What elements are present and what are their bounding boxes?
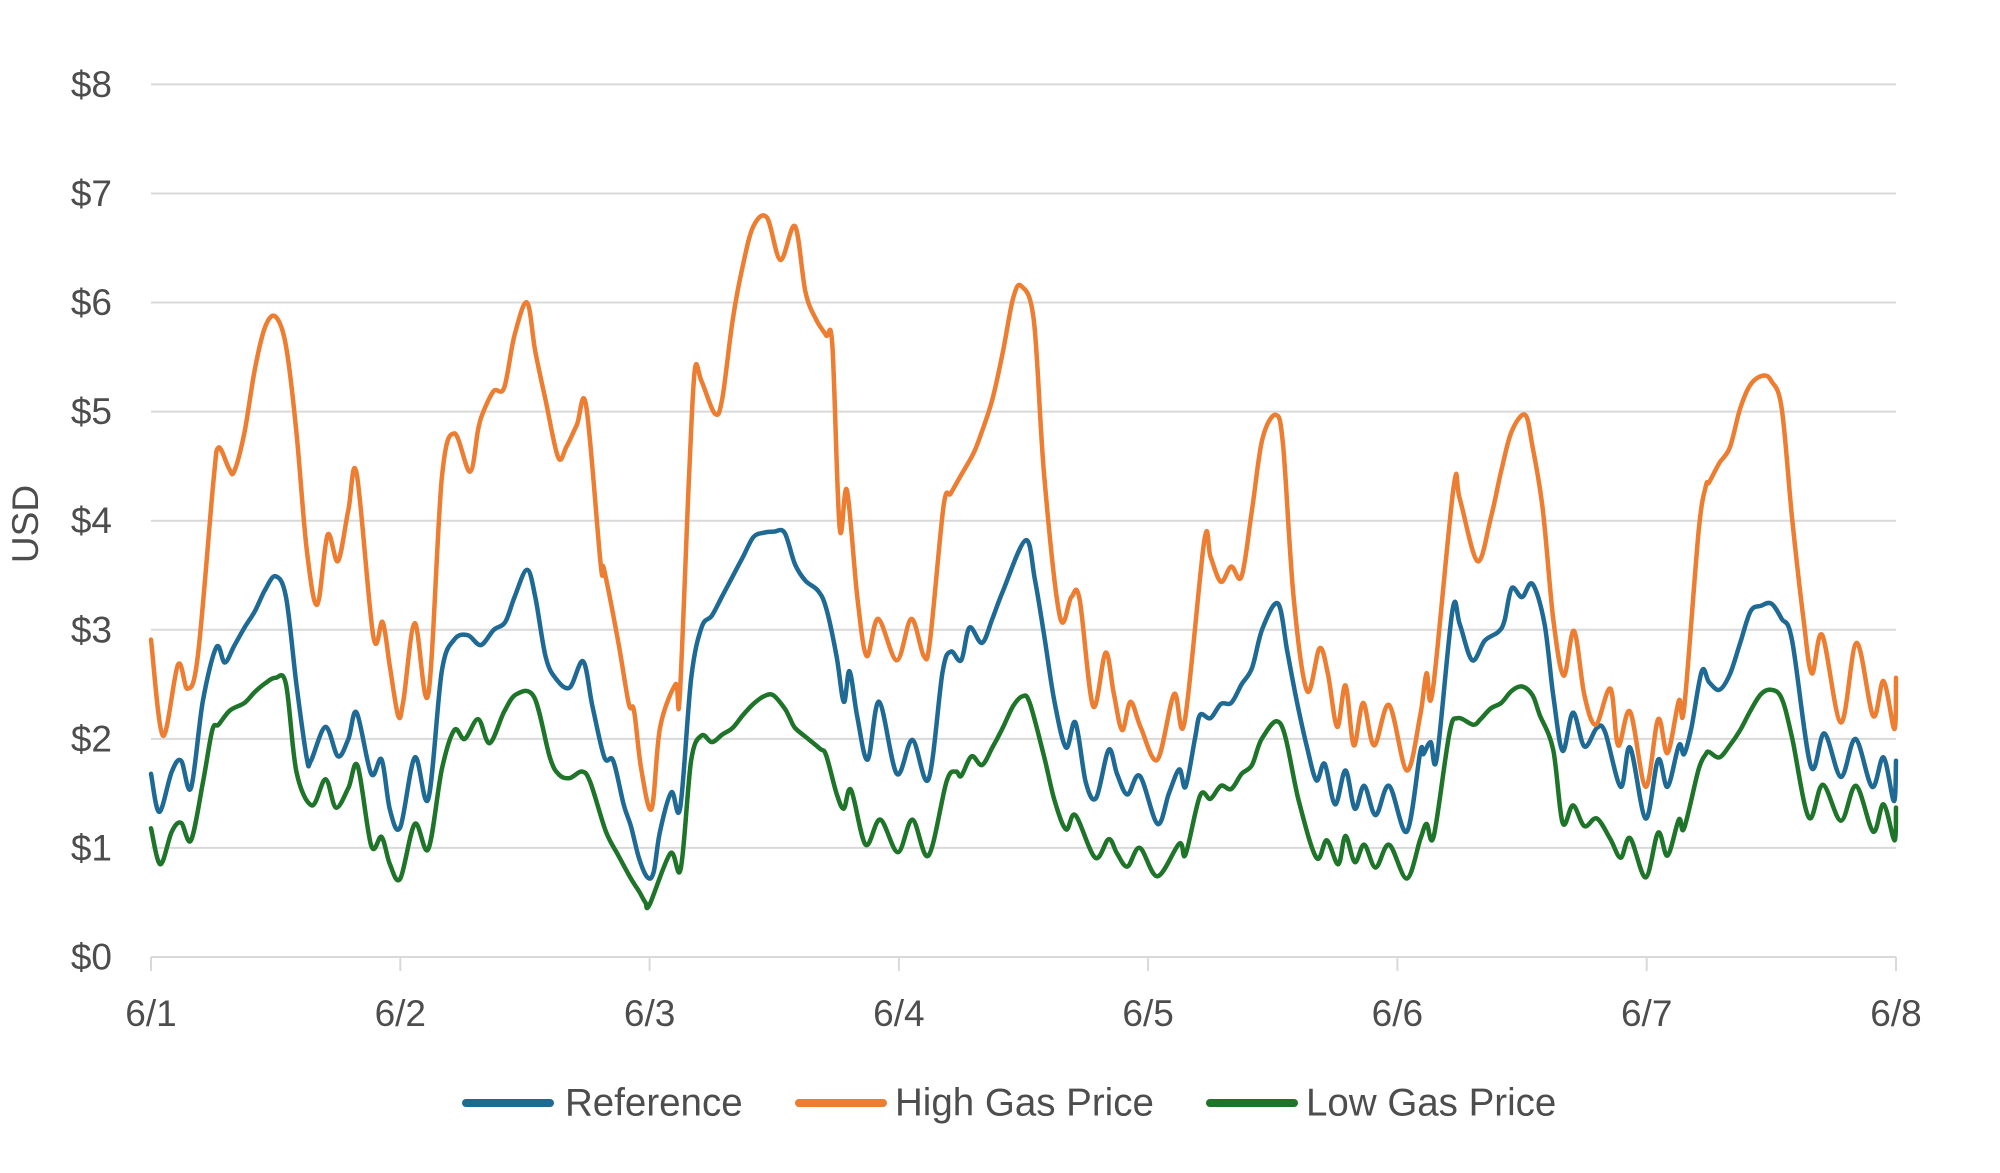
svg-text:6/5: 6/5 <box>1122 993 1173 1034</box>
svg-text:$3: $3 <box>71 609 112 650</box>
svg-text:$2: $2 <box>71 718 112 759</box>
svg-text:$6: $6 <box>71 282 112 323</box>
svg-text:$1: $1 <box>71 827 112 868</box>
svg-text:High Gas Price: High Gas Price <box>895 1082 1154 1125</box>
svg-text:6/7: 6/7 <box>1621 993 1672 1034</box>
svg-text:6/1: 6/1 <box>125 993 176 1034</box>
svg-text:Reference: Reference <box>565 1082 743 1125</box>
svg-text:6/2: 6/2 <box>375 993 426 1034</box>
svg-text:6/6: 6/6 <box>1372 993 1423 1034</box>
svg-text:$5: $5 <box>71 391 112 432</box>
svg-text:$0: $0 <box>71 937 112 978</box>
svg-text:USD: USD <box>5 485 46 563</box>
svg-text:6/4: 6/4 <box>873 993 924 1034</box>
svg-text:6/8: 6/8 <box>1870 993 1921 1034</box>
svg-text:6/3: 6/3 <box>624 993 675 1034</box>
svg-text:$8: $8 <box>71 64 112 105</box>
svg-text:$4: $4 <box>71 500 112 541</box>
svg-text:$7: $7 <box>71 173 112 214</box>
svg-text:Low Gas Price: Low Gas Price <box>1306 1082 1556 1125</box>
